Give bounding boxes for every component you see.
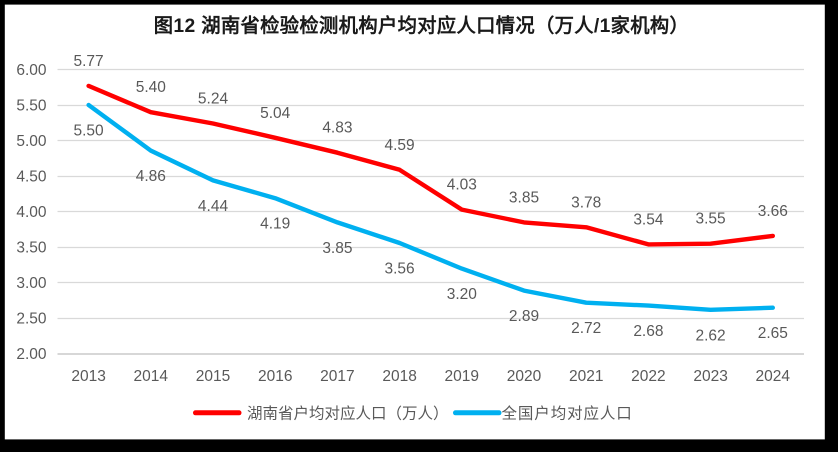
svg-text:4.19: 4.19 — [260, 216, 290, 233]
svg-text:5.50: 5.50 — [16, 98, 47, 115]
svg-text:3.66: 3.66 — [758, 203, 788, 220]
svg-text:4.50: 4.50 — [16, 169, 47, 186]
svg-text:图12 湖南省检验检测机构户均对应人口情况（万人/1家机构）: 图12 湖南省检验检测机构户均对应人口情况（万人/1家机构） — [154, 14, 689, 37]
svg-text:2016: 2016 — [258, 368, 292, 385]
svg-text:2024: 2024 — [756, 368, 791, 385]
svg-text:2.00: 2.00 — [16, 346, 47, 363]
svg-text:5.50: 5.50 — [74, 123, 105, 140]
svg-text:2.62: 2.62 — [696, 327, 726, 344]
svg-text:4.00: 4.00 — [16, 204, 47, 221]
svg-text:2022: 2022 — [631, 368, 665, 385]
svg-text:2019: 2019 — [445, 368, 479, 385]
svg-text:5.40: 5.40 — [136, 79, 167, 96]
svg-text:4.44: 4.44 — [198, 198, 229, 215]
svg-text:4.83: 4.83 — [322, 120, 352, 137]
svg-text:3.20: 3.20 — [447, 286, 478, 303]
svg-text:全国户均对应人口: 全国户均对应人口 — [502, 403, 633, 422]
svg-text:2021: 2021 — [569, 368, 603, 385]
svg-text:5.24: 5.24 — [198, 91, 229, 108]
svg-text:4.86: 4.86 — [136, 168, 166, 185]
svg-text:5.00: 5.00 — [16, 133, 47, 150]
svg-text:2015: 2015 — [196, 368, 230, 385]
svg-text:3.50: 3.50 — [16, 240, 47, 257]
svg-text:3.85: 3.85 — [509, 189, 539, 206]
svg-text:2.72: 2.72 — [571, 320, 601, 337]
svg-text:5.77: 5.77 — [74, 53, 104, 70]
svg-text:2.68: 2.68 — [633, 323, 663, 340]
svg-text:3.56: 3.56 — [385, 261, 415, 278]
svg-text:2.65: 2.65 — [758, 325, 788, 342]
svg-text:2.89: 2.89 — [509, 308, 539, 325]
svg-text:2.50: 2.50 — [16, 311, 47, 328]
svg-text:2013: 2013 — [71, 368, 105, 385]
svg-text:4.59: 4.59 — [385, 137, 415, 154]
svg-text:3.00: 3.00 — [16, 275, 47, 292]
svg-text:2018: 2018 — [382, 368, 416, 385]
svg-text:湖南省户均对应人口（万人）: 湖南省户均对应人口（万人） — [247, 403, 449, 422]
svg-text:2017: 2017 — [320, 368, 354, 385]
svg-text:2020: 2020 — [507, 368, 542, 385]
svg-text:2014: 2014 — [134, 368, 169, 385]
svg-text:4.03: 4.03 — [447, 177, 477, 194]
svg-text:3.85: 3.85 — [322, 240, 352, 257]
svg-text:2023: 2023 — [693, 368, 727, 385]
svg-text:5.04: 5.04 — [260, 105, 291, 122]
svg-text:3.78: 3.78 — [571, 194, 601, 211]
svg-text:3.54: 3.54 — [633, 211, 664, 228]
svg-text:6.00: 6.00 — [16, 62, 47, 79]
svg-text:3.55: 3.55 — [696, 211, 726, 228]
